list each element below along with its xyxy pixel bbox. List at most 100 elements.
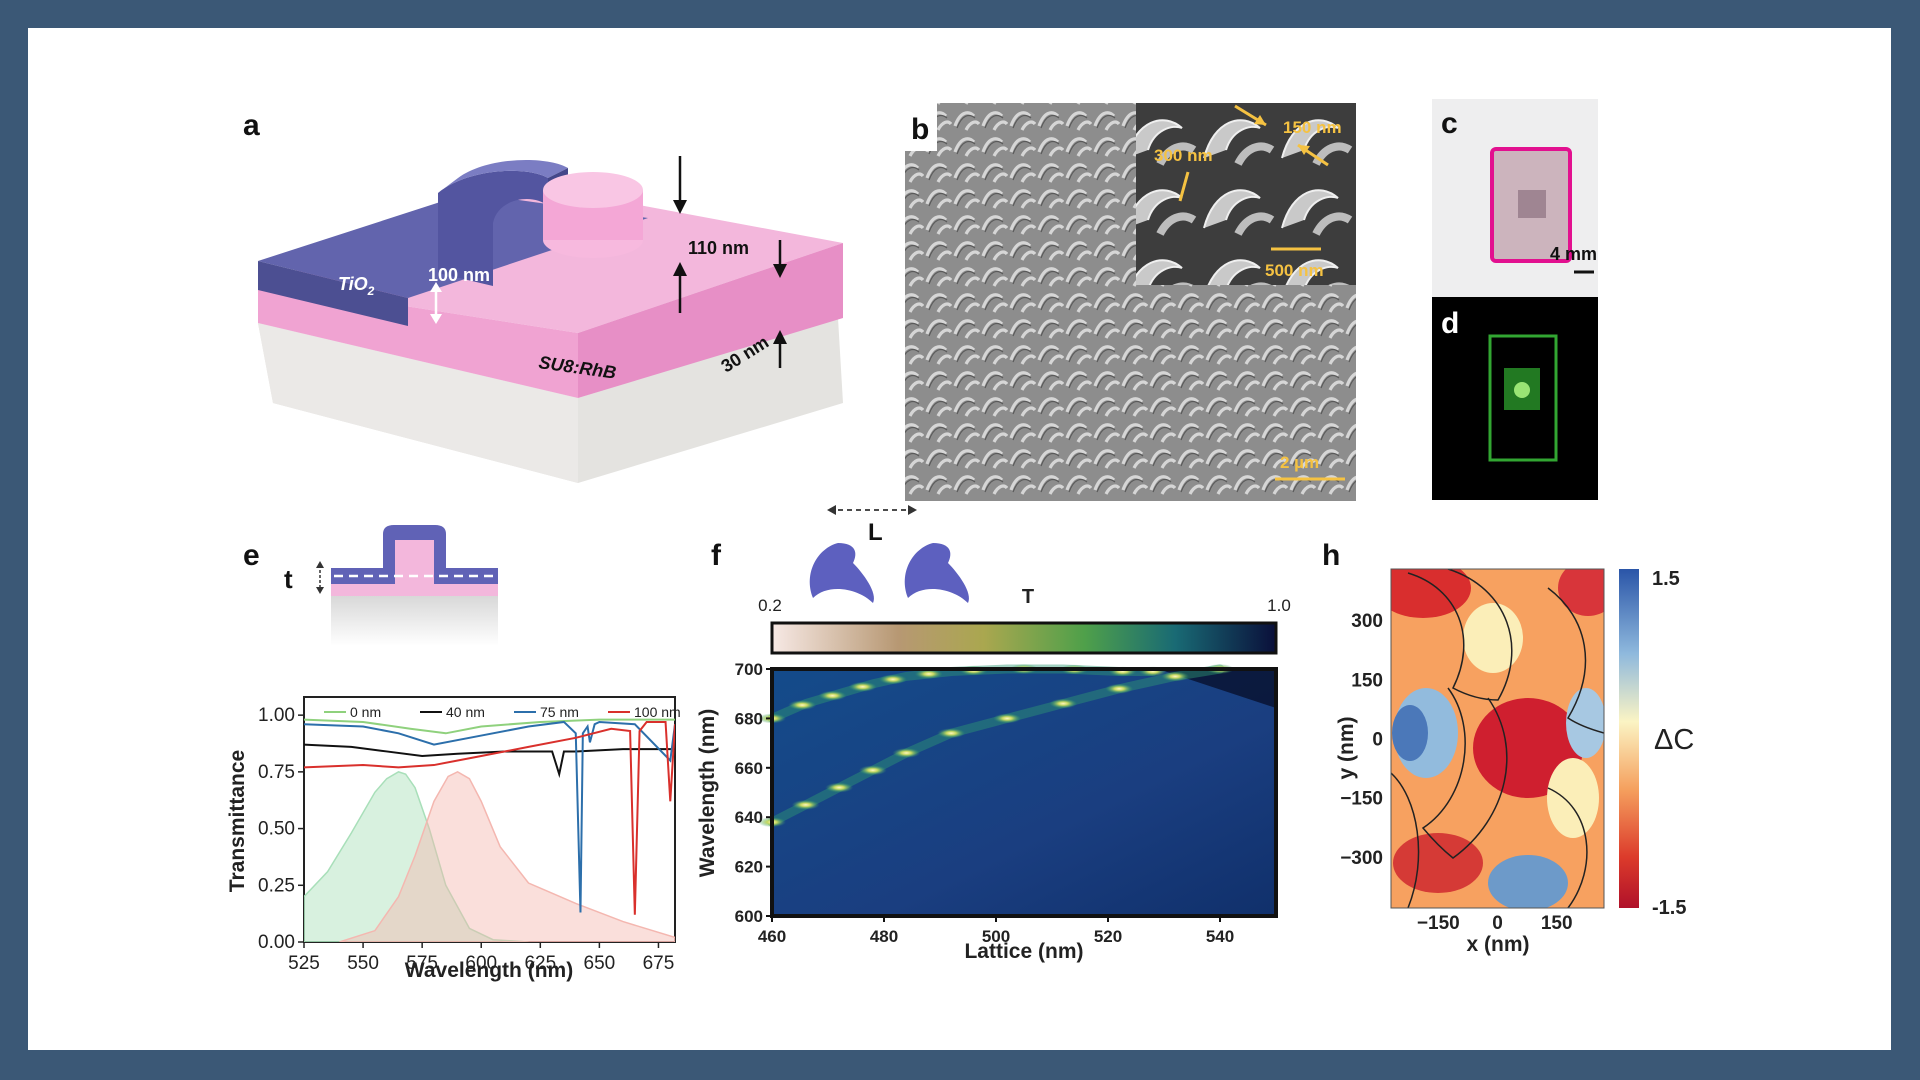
h-x-axis-label: x (nm)	[1467, 933, 1530, 956]
f-resonance-spot	[993, 713, 1022, 724]
e-x-tick-label: 650	[584, 953, 616, 974]
h-red-region	[1558, 569, 1604, 616]
tio2-pillar	[438, 170, 548, 286]
h-y-ticks: 300 150 0 −150 −300	[1340, 611, 1383, 869]
width-arrowhead-b	[1298, 145, 1310, 155]
h-outline	[1391, 772, 1420, 908]
f-resonance-spot	[848, 681, 877, 692]
sem-inset	[1136, 103, 1356, 285]
e-y-ticks: 0.00 0.25 0.50 0.75 1.00	[258, 705, 304, 953]
device-3d-schematic: TiO2 100 nm 110 nm SU8:RhB 30 nm	[258, 156, 843, 483]
e-emission-curve-1	[304, 771, 529, 942]
e-x-axis-label: Wavelength (nm)	[405, 959, 573, 982]
tio2-pillar-top	[438, 159, 568, 193]
f-resonance-spot	[937, 728, 966, 739]
lattice-arrowhead-right	[908, 505, 917, 515]
panel-a-label: a	[243, 109, 260, 142]
f-y-tick-label: 660	[735, 759, 763, 778]
tio2-film-front	[258, 261, 408, 326]
h-colorbar-max: 1.5	[1652, 568, 1680, 590]
e-x-tick-label: 675	[643, 953, 675, 974]
h-x-ticks: −150 0 150	[1417, 913, 1573, 934]
f-y-axis-label: Wavelength (nm)	[696, 709, 719, 877]
e-series-line-4	[304, 720, 675, 915]
lattice-schematic: L	[809, 505, 969, 603]
f-resonance-spot	[818, 690, 847, 701]
su8-front	[258, 283, 578, 398]
f-x-ticks: 460 480 500 520 540	[758, 916, 1234, 946]
e-x-tick-label: 600	[465, 953, 497, 974]
e-y-axis-label: Transmittance	[226, 750, 249, 892]
h-blue-region	[1566, 688, 1604, 758]
panel-c: c 4 mm	[1432, 99, 1598, 297]
h-y-tick-label: −300	[1340, 848, 1383, 869]
lattice-unit-2	[904, 543, 969, 603]
height-label: 110 nm	[688, 238, 749, 258]
e-x-tick-label: 550	[347, 953, 379, 974]
substrate-front	[258, 323, 578, 483]
f-heatmap-bg	[772, 669, 1276, 916]
f-x-tick-label: 480	[870, 927, 898, 946]
height-arrowhead-bottom	[673, 262, 687, 276]
f-resonance-spot	[791, 799, 820, 810]
f-y-tick-label: 700	[735, 660, 763, 679]
f-colorbar-title: T	[1022, 586, 1034, 608]
width-arrowhead-a	[1254, 115, 1266, 125]
e-legend-label: 100 nm	[634, 704, 681, 720]
inset-scale-label: 500 nm	[1265, 261, 1324, 280]
f-resonance-spot	[1105, 683, 1134, 694]
inset-tio2	[331, 525, 498, 584]
h-y-tick-label: 300	[1351, 611, 1383, 632]
f-y-tick-label: 620	[735, 858, 763, 877]
h-y-tick-label: 150	[1351, 670, 1383, 691]
panel-c-scale-label: 4 mm	[1550, 244, 1597, 264]
e-legend: 0 nm 40 nm 75 nm 100 nm	[324, 704, 681, 720]
h-x-tick-label: 0	[1492, 913, 1503, 934]
su8-arrowhead-top	[773, 264, 787, 278]
gap-arrow	[1178, 171, 1190, 202]
su8-cylinder-top	[543, 172, 643, 208]
fluorescence-spot	[1514, 382, 1530, 398]
inset-t-arrowhead-top	[316, 561, 324, 568]
height-arrowhead-top	[673, 200, 687, 214]
e-x-tick-label: 625	[524, 953, 556, 974]
e-legend-label: 40 nm	[446, 704, 485, 720]
panel-f-label: f	[711, 539, 722, 572]
scale-label: 2 µm	[1280, 453, 1319, 472]
panel-b: b 150 nm 300 nm 500 nm 2 µm	[905, 103, 1356, 501]
h-blue-region	[1488, 855, 1568, 908]
panel-d: d	[1432, 297, 1598, 500]
panel-a: a	[243, 109, 843, 483]
panel-e-label: e	[243, 539, 260, 572]
e-x-ticks: 525 550 575 600 625 650 675	[288, 942, 674, 974]
h-outline	[1547, 587, 1604, 734]
e-emission-curve-2	[339, 771, 675, 942]
h-x-tick-label: −150	[1417, 913, 1460, 934]
h-colorbar-min: -1.5	[1652, 897, 1686, 919]
h-plot-frame	[1390, 568, 1605, 909]
h-light-region	[1463, 603, 1523, 673]
h-outline	[1547, 787, 1588, 908]
panel-b-label: b	[911, 113, 929, 146]
e-series-lines	[304, 718, 675, 915]
f-y-tick-label: 600	[735, 907, 763, 926]
width-label: 150 nm	[1283, 118, 1342, 137]
f-colorbar-max: 1.0	[1267, 596, 1291, 615]
e-y-tick-label: 0.00	[258, 932, 295, 953]
h-colorbar-title: ΔC	[1654, 724, 1694, 756]
e-series-line-3	[304, 720, 675, 913]
f-y-tick-label: 640	[735, 808, 763, 827]
h-red-region	[1391, 569, 1471, 618]
lattice-symbol: L	[868, 519, 883, 546]
lattice-arrowhead-left	[827, 505, 836, 515]
cross-section-inset: t	[284, 525, 498, 646]
h-y-axis-label: y (nm)	[1335, 717, 1358, 780]
f-resonance-spot	[1049, 698, 1078, 709]
e-x-tick-label: 575	[406, 953, 438, 974]
f-x-tick-label: 500	[982, 927, 1010, 946]
e-emission-fills	[304, 771, 675, 942]
e-series-line-2	[304, 743, 675, 779]
e-series-line-1	[304, 718, 675, 735]
gap-label: 300 nm	[1154, 146, 1213, 165]
sample-metasurface	[1518, 190, 1546, 218]
